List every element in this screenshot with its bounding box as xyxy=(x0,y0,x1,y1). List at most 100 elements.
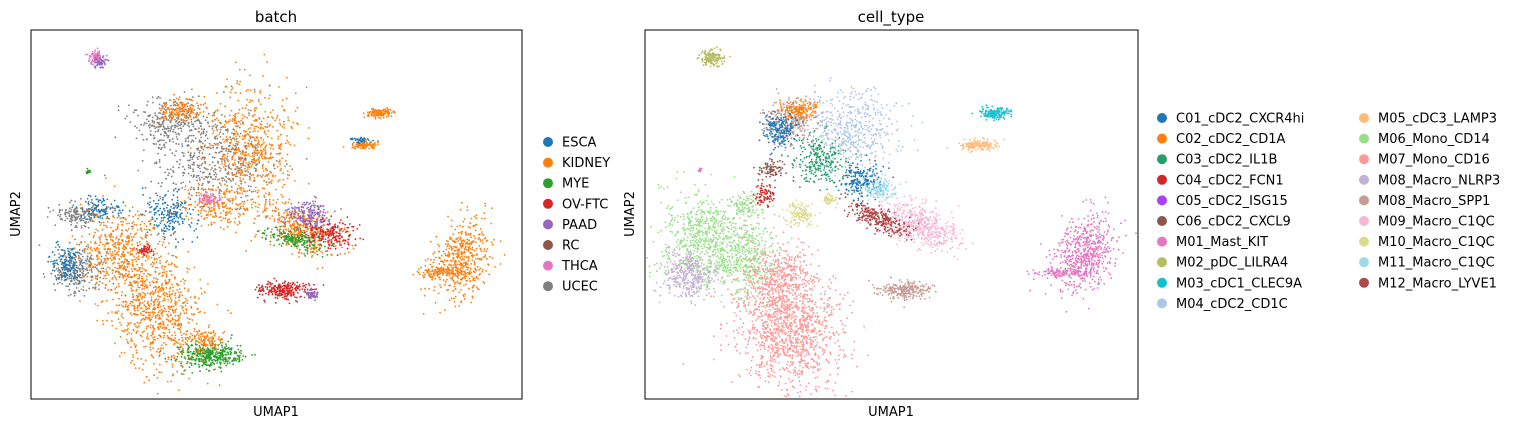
scatter-point xyxy=(72,260,75,263)
scatter-point xyxy=(263,196,266,198)
scatter-point xyxy=(218,141,221,144)
scatter-point xyxy=(213,142,216,145)
scatter-point xyxy=(300,252,303,255)
scatter-point xyxy=(168,172,170,175)
scatter-point xyxy=(157,348,160,350)
scatter-point xyxy=(195,333,198,336)
scatter-point xyxy=(77,215,80,218)
scatter-point xyxy=(56,240,59,243)
scatter-point xyxy=(129,281,131,284)
scatter-point xyxy=(240,119,243,122)
scatter-point xyxy=(129,302,132,305)
scatter-point xyxy=(133,248,135,251)
scatter-point xyxy=(143,330,145,332)
scatter-point xyxy=(143,222,146,225)
scatter-point xyxy=(234,152,237,154)
scatter-point xyxy=(174,205,177,207)
scatter-point xyxy=(121,217,123,219)
scatter-point xyxy=(91,199,93,201)
scatter-point xyxy=(245,130,248,133)
scatter-point xyxy=(106,272,109,275)
scatter-point xyxy=(170,234,172,237)
scatter-point xyxy=(187,124,189,127)
scatter-point xyxy=(105,217,108,220)
scatter-point xyxy=(178,223,181,226)
scatter-point xyxy=(170,205,172,208)
scatter-point xyxy=(269,147,272,149)
scatter-point xyxy=(172,326,175,329)
scatter-point xyxy=(138,293,140,295)
scatter-point xyxy=(179,343,182,345)
scatter-point xyxy=(143,268,145,270)
point-cluster-ucec xyxy=(46,197,108,232)
scatter-point xyxy=(187,344,190,347)
scatter-point xyxy=(187,290,190,293)
scatter-point xyxy=(182,181,185,184)
scatter-point xyxy=(239,192,241,195)
scatter-point xyxy=(187,189,190,192)
scatter-point xyxy=(212,130,215,132)
scatter-point xyxy=(145,255,148,257)
scatter-point xyxy=(78,252,81,254)
scatter-point xyxy=(161,211,164,213)
scatter-point xyxy=(69,269,72,272)
scatter-point xyxy=(97,229,99,232)
scatter-point xyxy=(173,189,175,191)
scatter-point xyxy=(85,267,88,270)
scatter-point xyxy=(221,355,224,358)
scatter-point xyxy=(237,99,240,102)
scatter-point xyxy=(174,337,176,339)
scatter-point xyxy=(278,147,280,150)
scatter-point xyxy=(199,179,201,181)
scatter-point xyxy=(256,137,258,139)
scatter-point xyxy=(121,209,124,212)
scatter-point xyxy=(135,349,138,351)
scatter-point xyxy=(250,174,253,177)
scatter-point xyxy=(248,178,251,181)
scatter-point xyxy=(254,190,257,193)
scatter-point xyxy=(131,243,134,246)
scatter-point xyxy=(217,352,219,355)
scatter-point xyxy=(170,299,173,302)
scatter-point xyxy=(87,272,89,274)
scatter-point xyxy=(171,363,174,366)
scatter-point xyxy=(108,267,111,270)
scatter-point xyxy=(184,140,187,143)
scatter-point xyxy=(221,145,223,148)
scatter-point xyxy=(224,359,227,362)
scatter-point xyxy=(276,165,279,168)
scatter-point xyxy=(80,198,82,200)
scatter-point xyxy=(187,117,190,120)
scatter-point xyxy=(38,244,41,247)
scatter-point xyxy=(160,109,163,111)
scatter-point xyxy=(174,309,176,312)
scatter-point xyxy=(89,220,92,222)
scatter-point xyxy=(154,127,157,130)
scatter-point xyxy=(210,363,212,366)
scatter-point xyxy=(167,119,170,121)
scatter-point xyxy=(243,158,246,161)
scatter-point xyxy=(146,231,149,234)
scatter-point xyxy=(221,114,223,116)
scatter-point xyxy=(266,169,268,172)
scatter-point xyxy=(127,342,129,345)
scatter-point xyxy=(220,361,222,364)
scatter-point xyxy=(101,300,104,303)
scatter-point xyxy=(222,360,225,362)
scatter-point xyxy=(161,344,163,347)
scatter-point xyxy=(176,138,179,141)
scatter-point xyxy=(136,270,138,272)
scatter-point xyxy=(170,120,172,122)
scatter-point xyxy=(74,216,77,219)
scatter-point xyxy=(191,353,194,356)
scatter-point xyxy=(249,173,252,176)
scatter-point xyxy=(250,191,253,193)
scatter-point xyxy=(154,220,157,223)
scatter-point xyxy=(247,185,250,188)
scatter-point xyxy=(183,282,186,285)
scatter-point xyxy=(64,260,67,263)
scatter-point xyxy=(130,346,132,349)
scatter-point xyxy=(216,359,219,361)
scatter-point xyxy=(254,144,257,147)
scatter-point xyxy=(157,285,160,288)
